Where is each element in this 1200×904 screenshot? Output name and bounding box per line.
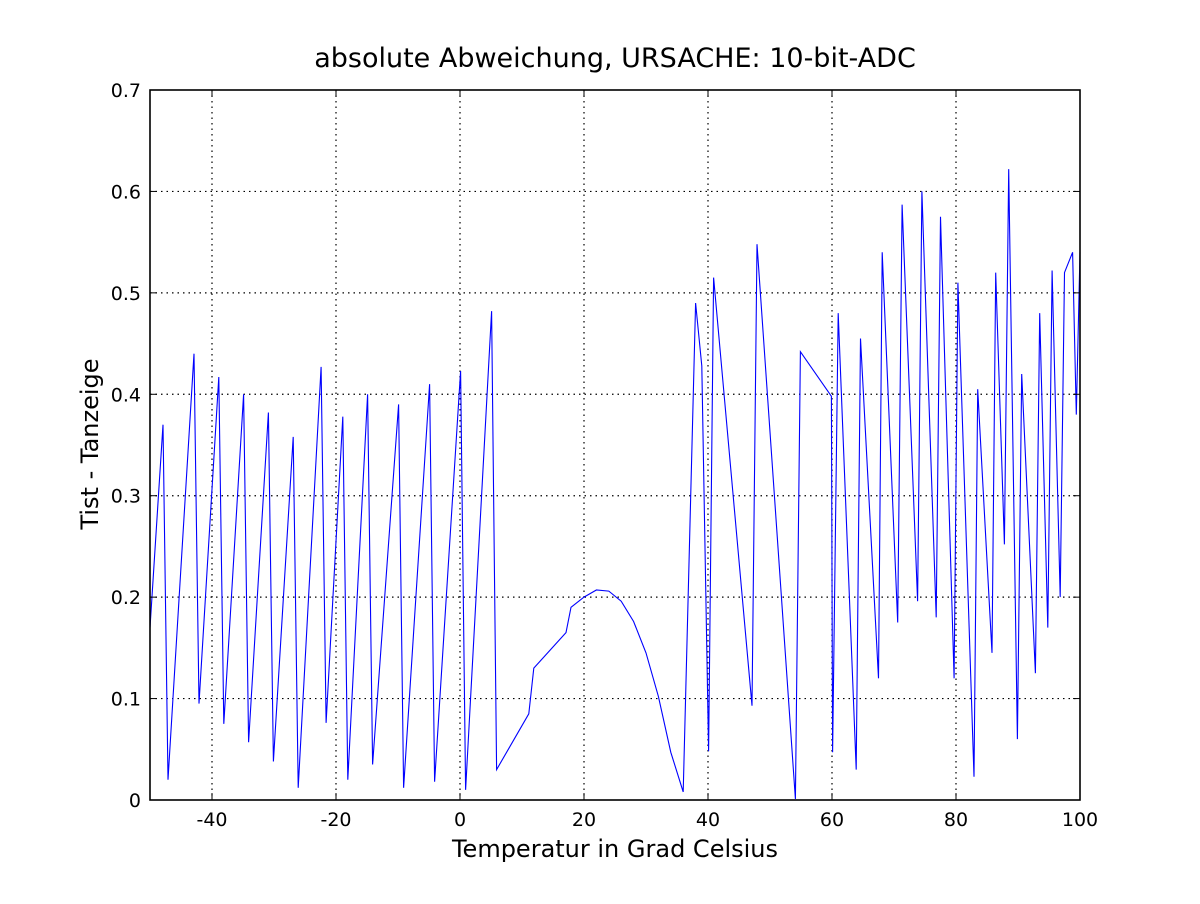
x-tick-label: 0 [454,809,466,831]
y-tick-label: 0 [129,790,141,812]
x-tick-labels: -40 -20 0 20 40 60 80 100 [196,809,1098,831]
series-line-0 [149,169,1081,800]
x-tick-label: 20 [572,809,596,831]
x-tick-label: 40 [696,809,720,831]
x-tick-label: 80 [944,809,968,831]
plot-frame [149,89,1081,801]
y-tick-label: 0.3 [111,486,141,508]
chart-title: absolute Abweichung, URSACHE: 10-bit-ADC [314,43,916,74]
x-tick-label: -20 [320,809,351,831]
y-tick-labels: 0 0.1 0.2 0.3 0.4 0.5 0.6 0.7 [111,80,141,812]
y-tick-label: 0.2 [111,587,141,609]
x-axis-label: Temperatur in Grad Celsius [451,835,778,863]
y-tick-label: 0.1 [111,689,141,711]
y-tick-label: 0.4 [111,384,141,406]
grid-lines [150,90,1080,800]
x-tick-label: 100 [1062,809,1098,831]
plot-area [149,169,1081,800]
y-tick-label: 0.5 [111,283,141,305]
y-axis-label: Tist - Tanzeige [76,358,104,530]
y-tick-label: 0.7 [111,80,141,102]
axis-ticks [150,89,1081,801]
x-tick-label: -40 [196,809,227,831]
y-tick-label: 0.6 [111,181,141,203]
x-tick-label: 60 [820,809,844,831]
